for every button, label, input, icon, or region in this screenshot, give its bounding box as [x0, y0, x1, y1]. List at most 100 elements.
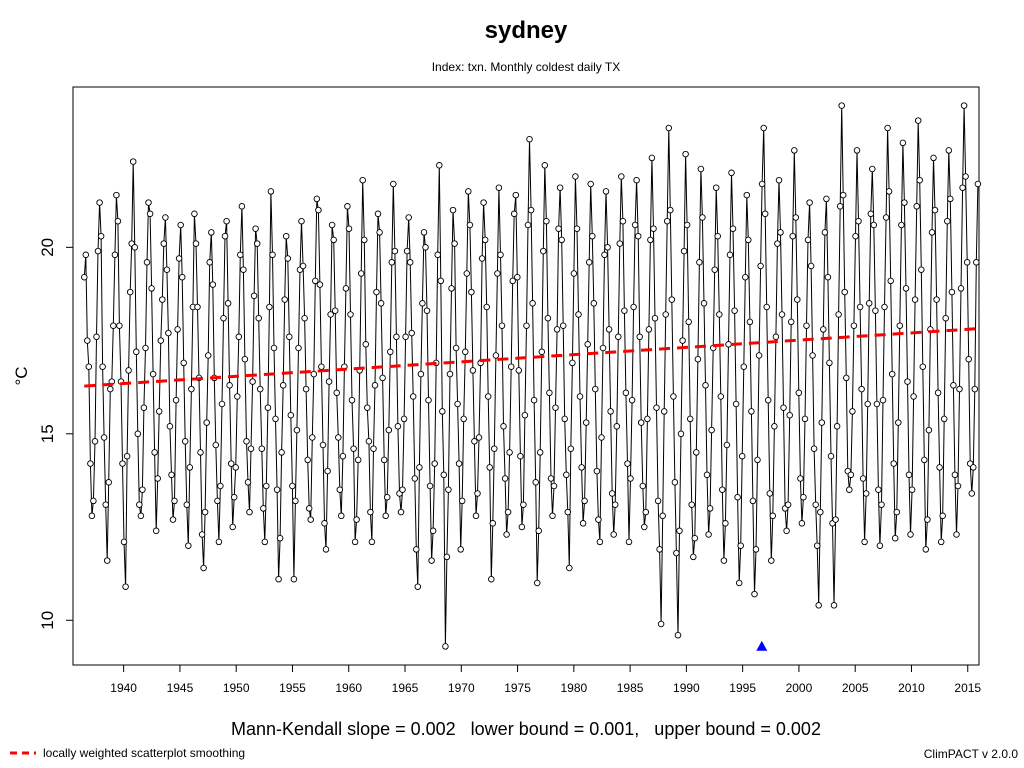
data-point [151, 449, 158, 456]
data-point [325, 378, 333, 385]
data-point [400, 415, 408, 423]
data-point [397, 508, 405, 516]
data-point [795, 389, 803, 397]
data-point [452, 344, 460, 352]
data-point [683, 221, 691, 229]
data-point [181, 438, 189, 445]
data-point [630, 303, 637, 311]
data-point [261, 538, 269, 546]
data-point [318, 363, 325, 370]
data-point [751, 590, 758, 598]
data-point [559, 322, 567, 329]
data-point [798, 520, 806, 527]
data-point [832, 516, 839, 523]
data-point [820, 326, 827, 333]
marker-triangle [756, 640, 768, 651]
data-point [618, 173, 625, 180]
data-point [169, 516, 177, 523]
data-point [540, 247, 547, 255]
data-point [749, 497, 757, 505]
data-point [663, 217, 671, 225]
data-point [936, 464, 943, 471]
data-point [650, 225, 657, 232]
data-point [731, 307, 738, 314]
data-point [945, 147, 953, 154]
data-point [576, 393, 584, 400]
data-point [774, 240, 781, 247]
data-point [419, 300, 426, 307]
data-point [102, 501, 109, 508]
x-tick-label: 1960 [335, 681, 362, 695]
data-point [743, 191, 751, 199]
data-point [564, 508, 572, 516]
data-point [145, 199, 152, 206]
data-point [812, 501, 819, 508]
data-point [361, 236, 368, 244]
data-point [497, 251, 504, 259]
data-point [373, 288, 380, 296]
data-point [423, 307, 431, 314]
data-point [720, 557, 728, 564]
data-point [466, 221, 474, 229]
data-point [719, 486, 726, 493]
data-point [328, 221, 336, 229]
data-point [491, 445, 498, 452]
data-point [270, 344, 278, 352]
data-point [474, 490, 481, 497]
data-point [841, 288, 848, 296]
data-point [861, 538, 868, 546]
data-point [292, 497, 299, 505]
data-point [390, 180, 397, 188]
data-point [671, 479, 679, 486]
data-point [304, 456, 311, 464]
data-point [454, 400, 461, 408]
data-point [120, 538, 128, 546]
data-point [625, 538, 633, 546]
data-point [575, 311, 582, 318]
data-point [833, 423, 841, 430]
data-point [742, 273, 749, 281]
data-point [478, 255, 486, 262]
data-point [738, 452, 746, 460]
data-point [188, 385, 195, 393]
data-point [602, 188, 610, 195]
data-point [357, 270, 365, 277]
data-point [327, 311, 334, 318]
data-point [849, 408, 856, 415]
legend-label-smoothing: locally weighted scatterplot smoothing [43, 746, 245, 760]
data-point [835, 311, 842, 318]
data-point [763, 303, 770, 311]
data-point [310, 370, 318, 378]
data-point [364, 404, 371, 411]
data-point [475, 434, 483, 441]
data-point [387, 348, 394, 356]
data-point [688, 501, 695, 508]
data-point [870, 221, 878, 229]
data-point [598, 434, 605, 441]
data-point [584, 341, 591, 348]
data-point [637, 419, 645, 426]
data-point [129, 158, 137, 165]
data-point [163, 266, 171, 273]
data-point [517, 452, 524, 460]
data-point [380, 456, 388, 464]
data-point [215, 538, 223, 546]
data-point [91, 438, 99, 445]
data-point [899, 139, 907, 147]
data-point [374, 210, 382, 218]
data-point [928, 229, 936, 236]
data-point [414, 583, 422, 590]
data-point [339, 452, 347, 460]
data-point [787, 318, 795, 326]
data-point [552, 404, 559, 411]
data-point [234, 393, 241, 400]
data-point [931, 206, 939, 214]
data-point [708, 426, 715, 434]
data-point [168, 471, 175, 479]
data-point [123, 452, 131, 460]
data-point [971, 385, 979, 393]
data-point [405, 214, 412, 221]
data-point [846, 486, 853, 493]
data-point [622, 389, 630, 397]
data-point [471, 438, 478, 445]
